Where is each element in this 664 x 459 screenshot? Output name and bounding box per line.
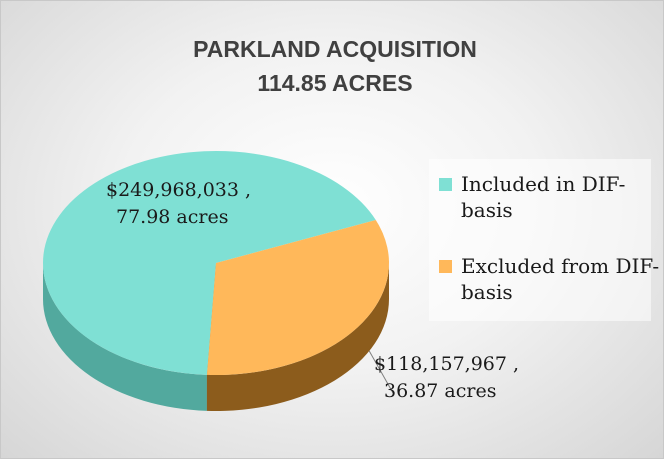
chart-subtitle: 114.85 ACRES xyxy=(257,70,412,96)
data-label: 77.98 acres xyxy=(116,206,229,228)
legend-swatch xyxy=(439,260,452,273)
chart-title: PARKLAND ACQUISITION xyxy=(193,36,477,62)
data-label: $118,157,967 , xyxy=(374,353,520,375)
slice-side xyxy=(206,263,389,411)
slice xyxy=(42,150,376,375)
legend-label: Excluded from DIF-basis xyxy=(461,254,660,304)
legend-swatch xyxy=(439,178,452,191)
data-label: $249,968,033 , xyxy=(106,179,252,201)
legend-item: Included in DIF-basis xyxy=(439,171,661,223)
legend-item: Excluded from DIF-basis xyxy=(439,253,661,305)
slice xyxy=(206,220,389,375)
data-label: 36.87 acres xyxy=(384,380,497,402)
legend-label: Included in DIF-basis xyxy=(461,172,626,222)
leader-line xyxy=(366,346,394,394)
legend: Included in DIF-basis Excluded from DIF-b… xyxy=(429,159,659,321)
slice-side xyxy=(43,263,207,411)
